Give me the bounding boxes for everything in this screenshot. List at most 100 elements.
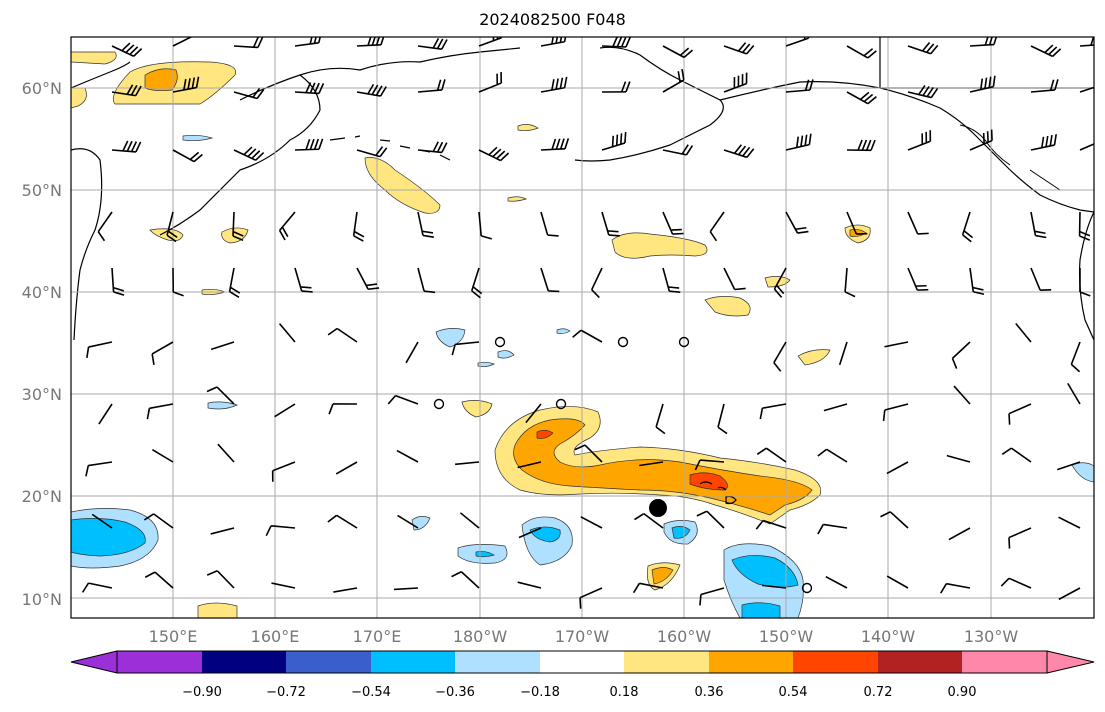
wind-barb-staff <box>98 403 113 425</box>
wind-barb-feather <box>143 513 155 521</box>
wind-barb-feather <box>668 286 680 289</box>
anomaly-positive-area <box>513 418 813 516</box>
wind-barb-staff <box>272 461 296 472</box>
wind-barb-feather <box>759 408 764 420</box>
wind-barb-feather <box>135 85 142 97</box>
wind-barb-staff <box>455 461 480 466</box>
wind-barb-feather <box>206 386 218 393</box>
wind-barb-feather <box>328 403 334 415</box>
anomaly-negative-area <box>477 361 495 368</box>
wind-barb-feather <box>973 290 985 296</box>
wind-barb-staff <box>216 386 235 405</box>
wind-barb-feather <box>85 465 90 477</box>
anomaly-negative-area <box>529 526 561 543</box>
wind-barb-feather <box>733 144 742 154</box>
wind-barb-feather <box>620 37 627 48</box>
wind-barb-feather <box>625 37 632 48</box>
wind-barb-feather <box>564 138 570 150</box>
wind-barb-staff <box>1030 267 1041 291</box>
wind-barb-feather <box>424 290 436 294</box>
wind-barb-feather <box>624 131 627 144</box>
calm-wind-markers <box>433 336 813 594</box>
colorbar-label: −0.36 <box>435 685 475 700</box>
wind-barb-staff <box>397 514 419 529</box>
wind-barb-feather <box>256 89 265 99</box>
wind-barb-feather <box>563 37 567 42</box>
wind-barb-staff <box>584 444 603 463</box>
lon-label: 150°W <box>759 627 814 646</box>
wind-barb-feather <box>421 230 434 234</box>
wind-barb-feather <box>951 358 958 369</box>
colorbar-segment <box>540 651 624 673</box>
wind-barb-feather <box>375 146 384 156</box>
wind-barb-feather <box>738 145 747 156</box>
wind-barb-staff <box>1070 341 1081 365</box>
wind-barb-feather <box>151 353 155 365</box>
wind-barb-feather <box>229 290 240 298</box>
wind-barb-feather <box>1048 46 1058 56</box>
colorbar-extension-high <box>1046 650 1095 674</box>
wind-barb-feather <box>492 148 502 158</box>
wind-barb-staff <box>459 512 480 529</box>
colorbar-label: −0.72 <box>266 685 306 700</box>
wind-barb-staff <box>948 527 971 541</box>
wind-barb-feather <box>809 79 814 91</box>
anomaly-positive-area <box>536 429 554 439</box>
wind-barb-staff <box>517 461 542 469</box>
wind-barb-staff <box>838 341 848 366</box>
wind-barb-feather <box>734 287 746 291</box>
wind-barb-feather <box>1103 74 1104 85</box>
wind-barb-feather <box>130 141 138 152</box>
wind-barb-feather <box>130 84 138 96</box>
wind-barb-feather <box>375 37 381 46</box>
lon-label: 170°E <box>353 627 402 646</box>
wind-barb-staff <box>946 582 971 589</box>
calm-wind-circle <box>494 336 506 348</box>
wind-barb-feather <box>300 286 312 289</box>
wind-barb-staff <box>825 576 848 589</box>
colorbar-segment <box>202 651 286 673</box>
wind-barb-feather <box>863 48 874 57</box>
wind-barb-feather <box>867 95 877 105</box>
wind-barb-feather <box>183 78 187 91</box>
colorbar-segment <box>371 651 455 673</box>
colorbar-segment <box>962 651 1047 673</box>
colorbar-labels: −0.90 −0.72 −0.54 −0.36 −0.18 0.18 0.36 … <box>182 685 976 700</box>
wind-barb-feather <box>984 77 988 89</box>
wind-barb-feather <box>436 38 444 49</box>
anomaly-negative-area <box>671 526 691 539</box>
wind-barb-feather <box>683 49 693 58</box>
lon-label: 160°E <box>251 627 300 646</box>
wind-barb-feather <box>135 141 142 153</box>
wind-barb-feather <box>380 37 385 46</box>
wind-barb-feather <box>422 234 434 238</box>
wind-barb-feather <box>1008 537 1011 549</box>
wind-barb-feather <box>1049 79 1055 91</box>
wind-barb-feather <box>694 459 701 471</box>
wind-barb-staff <box>907 211 919 235</box>
wind-barb-feather <box>865 139 872 151</box>
wind-barb-feather <box>189 37 192 38</box>
lat-label: 10°N <box>22 590 62 609</box>
wind-barb-staff <box>336 327 358 343</box>
wind-barb-feather <box>563 76 568 88</box>
wind-barb-staff <box>709 211 725 233</box>
wind-barb-staff <box>590 267 603 291</box>
wind-barb-feather <box>232 235 244 242</box>
wind-barb-staff <box>1008 403 1032 415</box>
wind-barb-staff <box>765 447 787 463</box>
wind-barb-feather <box>252 87 261 98</box>
wind-barb-feather <box>366 283 378 287</box>
wind-barb-feather <box>1034 230 1046 235</box>
map-title: 2024082500 F048 <box>479 10 626 29</box>
wind-barb-staff <box>706 510 725 529</box>
wind-barb-staff <box>540 267 550 292</box>
wind-barb-feather <box>1079 230 1091 237</box>
latitude-labels: 60°N 50°N 40°N 30°N 20°N 10°N <box>22 79 62 609</box>
calm-wind-circle <box>555 398 567 410</box>
wind-barbs <box>81 37 1104 609</box>
wind-barb-feather <box>857 139 863 151</box>
wind-barb-feather <box>555 78 559 90</box>
colorbar-extension-low <box>70 650 118 674</box>
